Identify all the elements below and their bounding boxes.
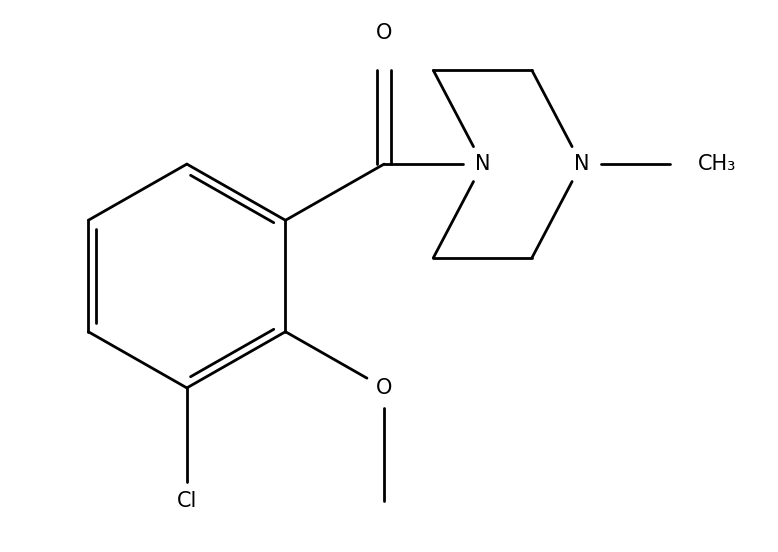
Text: N: N (573, 154, 589, 174)
Text: Cl: Cl (177, 491, 197, 511)
Text: CH₃: CH₃ (698, 154, 736, 174)
Text: N: N (475, 154, 490, 174)
Text: O: O (376, 23, 392, 43)
Text: O: O (376, 378, 392, 398)
